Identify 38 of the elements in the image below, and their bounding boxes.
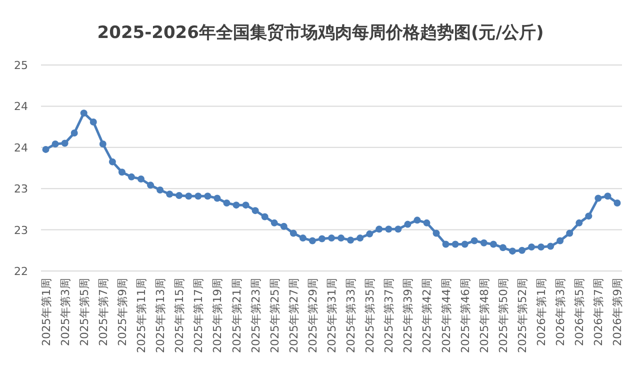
x-tick-label: 2025年第13周 xyxy=(154,278,168,353)
y-tick-label: 24 xyxy=(14,141,28,154)
x-tick-label: 2025年第5周 xyxy=(78,278,91,346)
x-tick-label: 2025年第21周 xyxy=(230,278,244,353)
y-tick-label: 25 xyxy=(14,59,28,72)
x-tick-label: 2026年第1周 xyxy=(535,278,548,346)
x-tick-label: 2025年第17周 xyxy=(192,278,206,353)
x-tick-label: 2025年第29周 xyxy=(306,278,320,353)
y-tick-label: 24 xyxy=(14,100,28,114)
x-tick-label: 2026年第3周 xyxy=(554,278,568,346)
y-tick-label: 22 xyxy=(14,265,28,278)
x-tick-label: 2025年第46周 xyxy=(458,278,472,353)
chart-title: 2025-2026年全国集贸市场鸡肉每周价格趋势图(元/公斤) xyxy=(97,23,544,43)
x-tick-label: 2025年第15周 xyxy=(173,278,186,353)
x-tick-label: 2025年第33周 xyxy=(344,278,358,353)
x-tick-label: 2025年第11周 xyxy=(135,278,148,353)
x-tick-label: 2025年第1周 xyxy=(40,278,53,346)
x-tick-label: 2025年第42周 xyxy=(420,278,434,353)
x-tick-label: 2025年第7周 xyxy=(96,278,110,346)
x-tick-label: 2025年第19周 xyxy=(211,278,224,353)
x-tick-label: 2026年第9周 xyxy=(611,278,624,346)
x-tick-label: 2025年第25周 xyxy=(268,278,282,353)
y-tick-label: 23 xyxy=(14,182,28,196)
y-tick-label: 23 xyxy=(14,224,28,237)
x-tick-label: 2025年第44周 xyxy=(440,278,453,353)
x-tick-label: 2025年第31周 xyxy=(326,278,338,353)
x-tick-label: 2025年第27周 xyxy=(287,278,300,353)
x-tick-label: 2025年第37周 xyxy=(382,278,396,353)
x-tick-label: 2025年第39周 xyxy=(402,278,415,353)
x-tick-label: 2025年第35周 xyxy=(364,278,377,353)
x-tick-label: 2025年第9周 xyxy=(116,278,129,346)
x-tick-label: 2025年第50周 xyxy=(496,278,510,353)
x-tick-label: 2025年第48周 xyxy=(478,278,491,353)
x-tick-label: 2026年第7周 xyxy=(592,278,606,346)
x-tick-label: 2026年第5周 xyxy=(573,278,586,346)
x-tick-label: 2025年第23周 xyxy=(249,278,262,353)
x-tick-label: 2025年第3周 xyxy=(58,278,72,346)
x-tick-label: 2025年第52周 xyxy=(516,278,529,353)
